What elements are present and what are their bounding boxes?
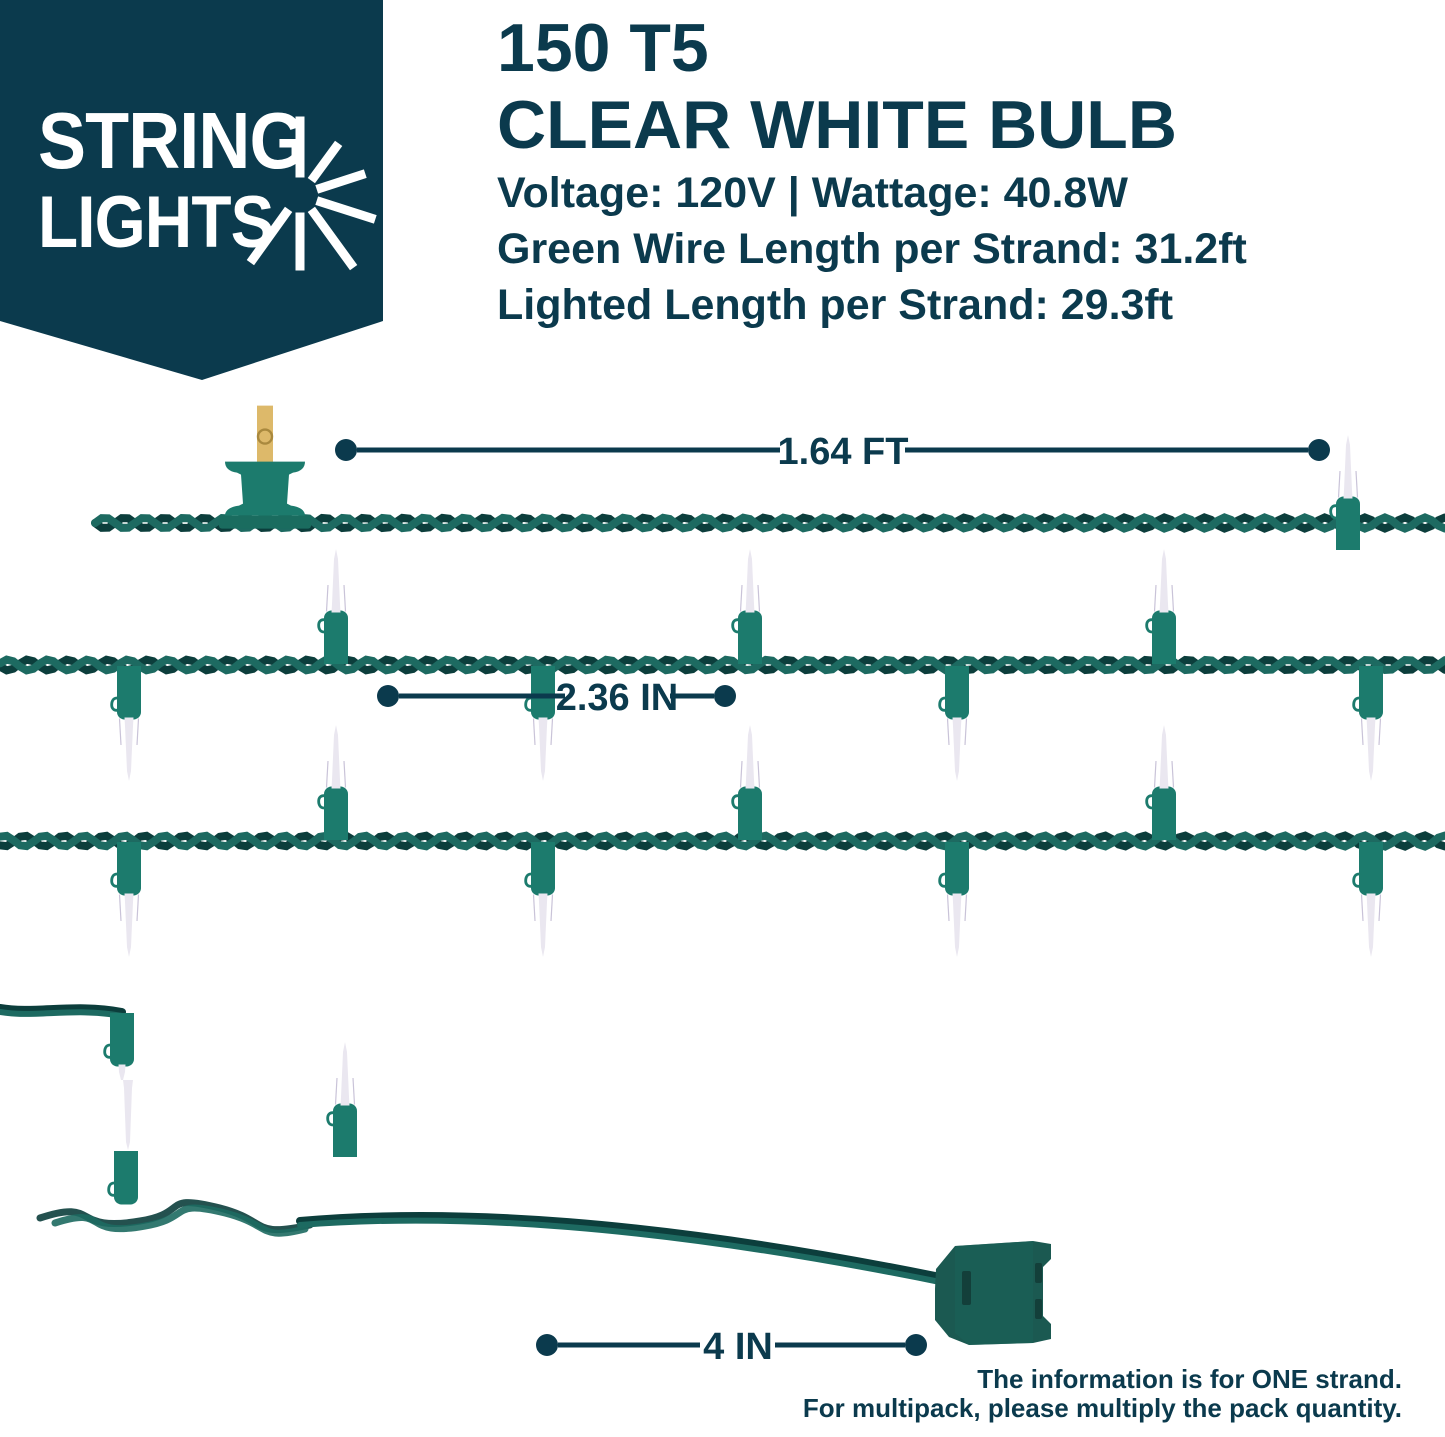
svg-text:For multipack, please multiply: For multipack, please multiply the pack …: [803, 1393, 1402, 1423]
svg-text:1.64 FT: 1.64 FT: [778, 431, 909, 473]
svg-text:The information is for ONE str: The information is for ONE strand.: [977, 1364, 1402, 1394]
svg-text:2.36 IN: 2.36 IN: [556, 677, 679, 719]
svg-text:4 IN: 4 IN: [703, 1326, 773, 1368]
